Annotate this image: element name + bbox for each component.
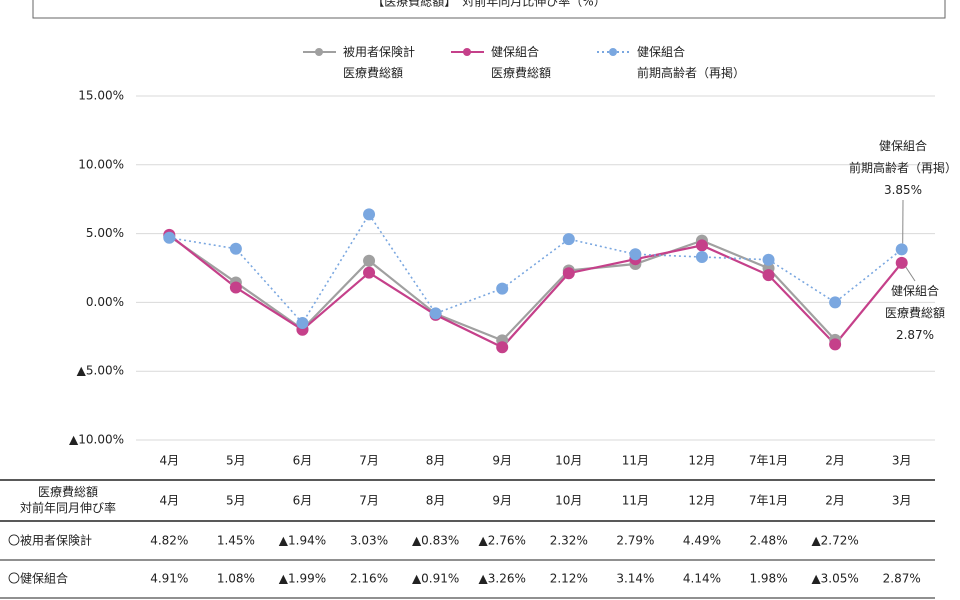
- data-point: [229, 242, 242, 255]
- y-tick-label: 15.00%: [78, 89, 124, 103]
- table-cell: 4.91%: [150, 572, 188, 586]
- data-point: [562, 267, 575, 280]
- annotation: 健保組合前期高齢者（再掲） 3.85%: [849, 138, 957, 197]
- y-tick-label: 0.00%: [86, 295, 124, 309]
- legend-label: 健保組合医療費総額: [491, 44, 551, 80]
- table-cell: 2.87%: [883, 572, 921, 586]
- x-tick-label: 11月: [622, 454, 649, 468]
- table-header: 12月: [688, 494, 715, 508]
- table-cell: ▲0.83%: [412, 534, 459, 548]
- data-point: [296, 317, 309, 330]
- data-point: [363, 254, 376, 267]
- legend-label: 被用者保険計医療費総額: [343, 44, 415, 80]
- table-header: 7年1月: [749, 494, 788, 508]
- table-header: 4月: [159, 494, 179, 508]
- table-cell: ▲1.99%: [279, 572, 326, 586]
- data-point: [363, 208, 376, 221]
- series-line: [169, 212, 903, 325]
- annotation-leader: [905, 266, 916, 282]
- table-cell: ▲2.76%: [479, 534, 526, 548]
- table-header: 7月: [359, 494, 379, 508]
- table-cell: 1.45%: [217, 534, 255, 548]
- table-cell: ▲3.05%: [811, 572, 858, 586]
- table-header: 9月: [492, 494, 512, 508]
- table-cell: 4.82%: [150, 534, 188, 548]
- table-header: 10月: [555, 494, 582, 508]
- x-tick-label: 9月: [492, 454, 512, 468]
- table-cell: 4.14%: [683, 572, 721, 586]
- annotation: 健保組合医療費総額 2.87%: [885, 283, 945, 342]
- legend-marker: [609, 48, 617, 56]
- table-cell: 2.79%: [616, 534, 654, 548]
- legend-marker: [463, 48, 471, 56]
- data-point: [496, 341, 509, 354]
- data-point: [496, 282, 509, 295]
- data-point: [762, 269, 775, 282]
- x-tick-label: 6月: [293, 454, 313, 468]
- chart-title: 【医療費総額】 対前年同月比伸び率（%）: [372, 0, 605, 9]
- y-tick-label: 10.00%: [78, 157, 124, 171]
- table-cell: ▲0.91%: [412, 572, 459, 586]
- table-cell: 4.49%: [683, 534, 721, 548]
- data-point: [629, 248, 642, 261]
- table-header: 2月: [825, 494, 845, 508]
- data-point: [829, 338, 842, 351]
- table-header-label: 医療費総額対前年同月伸び率: [20, 484, 116, 515]
- table-header: 8月: [426, 494, 446, 508]
- x-tick-label: 3月: [892, 454, 912, 468]
- row-label: 〇被用者保険計: [8, 533, 92, 548]
- title-box: [32, 0, 946, 19]
- table-header: 6月: [293, 494, 313, 508]
- x-tick-label: 12月: [688, 454, 715, 468]
- table-cell: 2.12%: [550, 572, 588, 586]
- table-cell: 1.08%: [217, 572, 255, 586]
- table-header: 3月: [892, 494, 912, 508]
- x-tick-label: 10月: [555, 454, 582, 468]
- table-header: 5月: [226, 494, 246, 508]
- row-label: 〇健保組合: [8, 571, 68, 586]
- legend-label: 健保組合前期高齢者（再掲）: [637, 44, 745, 80]
- data-point: [895, 256, 908, 269]
- data-point: [895, 243, 908, 256]
- legend-marker: [315, 48, 323, 56]
- x-tick-label: 2月: [825, 454, 845, 468]
- data-point: [695, 250, 708, 263]
- y-tick-label: 5.00%: [86, 226, 124, 240]
- data-point: [363, 266, 376, 279]
- table-cell: 3.03%: [350, 534, 388, 548]
- table-cell: 3.14%: [616, 572, 654, 586]
- data-point: [762, 253, 775, 266]
- table-cell: ▲3.26%: [479, 572, 526, 586]
- table-cell: 1.98%: [749, 572, 787, 586]
- x-tick-label: 5月: [226, 454, 246, 468]
- table-cell: 2.16%: [350, 572, 388, 586]
- x-tick-label: 7年1月: [749, 454, 788, 468]
- table-header: 11月: [622, 494, 649, 508]
- data-point: [429, 307, 442, 320]
- data-point: [829, 296, 842, 309]
- table-cell: 2.48%: [749, 534, 787, 548]
- series-line: [168, 233, 903, 349]
- table-cell: ▲2.72%: [811, 534, 858, 548]
- data-point: [229, 281, 242, 294]
- table-cell: ▲1.94%: [279, 534, 326, 548]
- table-cell: 2.32%: [550, 534, 588, 548]
- x-tick-label: 7月: [359, 454, 379, 468]
- x-tick-label: 8月: [426, 454, 446, 468]
- data-point: [163, 231, 176, 244]
- y-tick-label: ▲5.00%: [77, 364, 124, 378]
- x-tick-label: 4月: [159, 454, 179, 468]
- data-point: [695, 239, 708, 252]
- data-point: [562, 233, 575, 246]
- y-tick-label: ▲10.00%: [69, 433, 124, 447]
